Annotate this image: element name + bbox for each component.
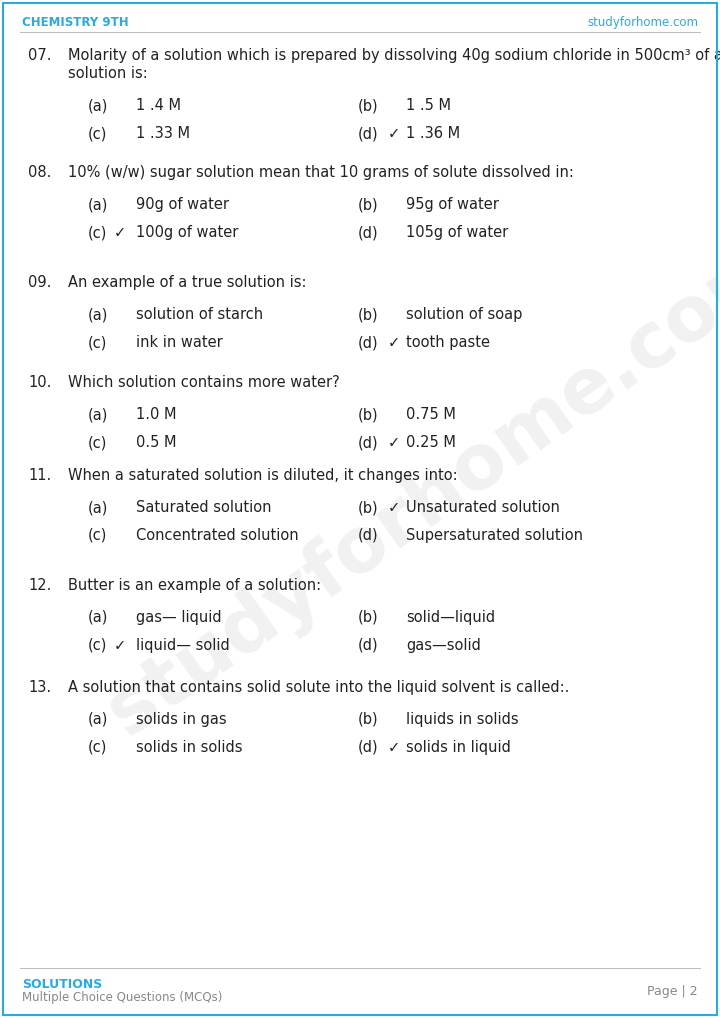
- Text: (c): (c): [88, 225, 107, 240]
- Text: (d): (d): [358, 638, 379, 653]
- Text: (d): (d): [358, 126, 379, 142]
- Text: Saturated solution: Saturated solution: [136, 500, 271, 515]
- Text: (d): (d): [358, 740, 379, 755]
- Text: tooth paste: tooth paste: [406, 335, 490, 350]
- Text: 11.: 11.: [28, 468, 51, 483]
- Text: Page | 2: Page | 2: [647, 984, 698, 998]
- Text: solution of starch: solution of starch: [136, 307, 263, 322]
- Text: gas— liquid: gas— liquid: [136, 610, 222, 625]
- Text: solid—liquid: solid—liquid: [406, 610, 495, 625]
- Text: 0.75 M: 0.75 M: [406, 407, 456, 422]
- Text: An example of a true solution is:: An example of a true solution is:: [68, 275, 307, 290]
- Text: 1 .4 M: 1 .4 M: [136, 98, 181, 113]
- Text: (c): (c): [88, 740, 107, 755]
- Text: Butter is an example of a solution:: Butter is an example of a solution:: [68, 578, 321, 593]
- Text: ink in water: ink in water: [136, 335, 222, 350]
- Text: 13.: 13.: [28, 680, 51, 695]
- Text: (c): (c): [88, 528, 107, 543]
- Text: 10% (w/w) sugar solution mean that 10 grams of solute dissolved in:: 10% (w/w) sugar solution mean that 10 gr…: [68, 165, 574, 180]
- Text: (a): (a): [88, 500, 109, 515]
- Text: gas—solid: gas—solid: [406, 638, 481, 653]
- Text: (b): (b): [358, 407, 379, 422]
- Text: CHEMISTRY 9TH: CHEMISTRY 9TH: [22, 15, 129, 29]
- Text: (b): (b): [358, 500, 379, 515]
- Text: solution of soap: solution of soap: [406, 307, 523, 322]
- Text: ✓: ✓: [388, 335, 400, 350]
- Text: (c): (c): [88, 638, 107, 653]
- Text: Multiple Choice Questions (MCQs): Multiple Choice Questions (MCQs): [22, 992, 222, 1005]
- Text: (a): (a): [88, 98, 109, 113]
- Text: 07.: 07.: [28, 48, 52, 63]
- Text: (a): (a): [88, 712, 109, 727]
- Text: (d): (d): [358, 335, 379, 350]
- Text: 1 .36 M: 1 .36 M: [406, 126, 460, 142]
- Text: (b): (b): [358, 610, 379, 625]
- Text: ✓: ✓: [388, 500, 400, 515]
- Text: ✓: ✓: [388, 126, 400, 142]
- Text: 0.25 M: 0.25 M: [406, 435, 456, 450]
- Text: ✓: ✓: [388, 435, 400, 450]
- Text: When a saturated solution is diluted, it changes into:: When a saturated solution is diluted, it…: [68, 468, 458, 483]
- Text: solids in gas: solids in gas: [136, 712, 227, 727]
- Text: SOLUTIONS: SOLUTIONS: [22, 977, 102, 991]
- Text: A solution that contains solid solute into the liquid solvent is called:.: A solution that contains solid solute in…: [68, 680, 570, 695]
- Text: ✓: ✓: [114, 225, 126, 240]
- Text: (b): (b): [358, 307, 379, 322]
- Text: Supersaturated solution: Supersaturated solution: [406, 528, 583, 543]
- Text: (c): (c): [88, 126, 107, 142]
- Text: (c): (c): [88, 435, 107, 450]
- Text: (a): (a): [88, 197, 109, 212]
- Text: 08.: 08.: [28, 165, 51, 180]
- Text: (a): (a): [88, 610, 109, 625]
- Text: 10.: 10.: [28, 375, 51, 390]
- Text: (b): (b): [358, 712, 379, 727]
- Text: ✓: ✓: [114, 638, 126, 653]
- Text: 09.: 09.: [28, 275, 51, 290]
- Text: studyforhome.com: studyforhome.com: [587, 15, 698, 29]
- Text: solids in liquid: solids in liquid: [406, 740, 511, 755]
- Text: (b): (b): [358, 197, 379, 212]
- Text: 0.5 M: 0.5 M: [136, 435, 176, 450]
- Text: (d): (d): [358, 435, 379, 450]
- Text: 90g of water: 90g of water: [136, 197, 229, 212]
- Text: (d): (d): [358, 528, 379, 543]
- Text: 1.0 M: 1.0 M: [136, 407, 176, 422]
- Text: solids in solids: solids in solids: [136, 740, 243, 755]
- Text: Unsaturated solution: Unsaturated solution: [406, 500, 560, 515]
- Text: liquid— solid: liquid— solid: [136, 638, 230, 653]
- Text: 100g of water: 100g of water: [136, 225, 238, 240]
- Text: Which solution contains more water?: Which solution contains more water?: [68, 375, 340, 390]
- Text: (a): (a): [88, 407, 109, 422]
- Text: 12.: 12.: [28, 578, 51, 593]
- Text: 105g of water: 105g of water: [406, 225, 508, 240]
- Text: Molarity of a solution which is prepared by dissolving 40g sodium chloride in 50: Molarity of a solution which is prepared…: [68, 48, 720, 63]
- Text: liquids in solids: liquids in solids: [406, 712, 518, 727]
- Text: solution is:: solution is:: [68, 66, 148, 81]
- Text: 1 .5 M: 1 .5 M: [406, 98, 451, 113]
- Text: (d): (d): [358, 225, 379, 240]
- Text: studyforhome.com: studyforhome.com: [94, 226, 720, 751]
- Text: ✓: ✓: [388, 740, 400, 755]
- Text: 95g of water: 95g of water: [406, 197, 499, 212]
- Text: 1 .33 M: 1 .33 M: [136, 126, 190, 142]
- Text: (b): (b): [358, 98, 379, 113]
- Text: (a): (a): [88, 307, 109, 322]
- Text: Concentrated solution: Concentrated solution: [136, 528, 299, 543]
- Text: (c): (c): [88, 335, 107, 350]
